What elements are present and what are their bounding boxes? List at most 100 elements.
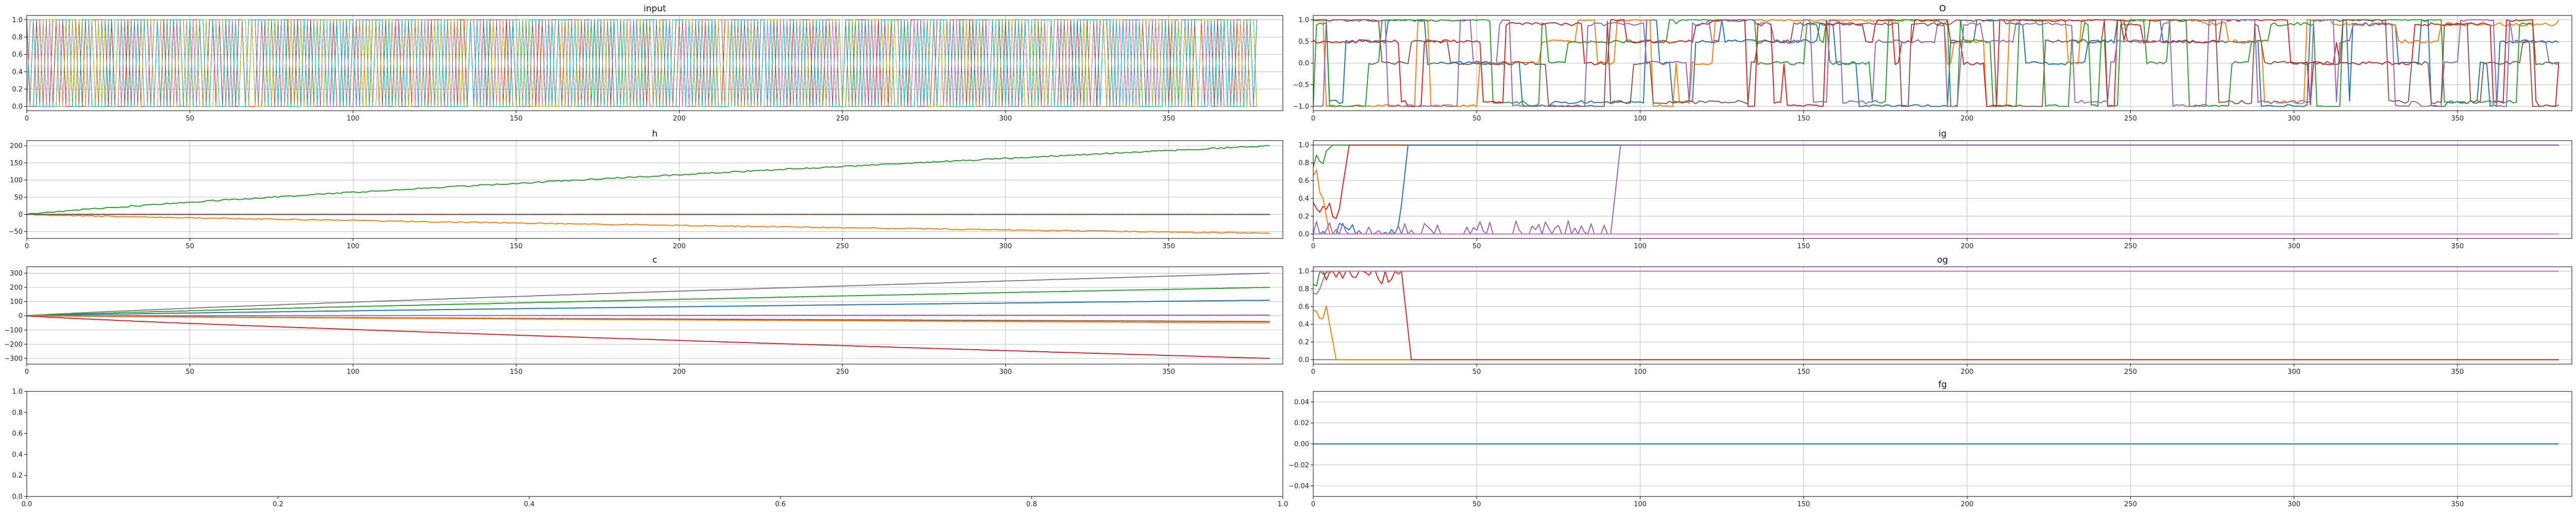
y-tick-label: 100 — [10, 177, 23, 184]
panel-fg: 0 50 100 150 200 250 300 350 −0.04 −0.02 0.00 0.02 0… — [1289, 380, 2572, 508]
series-line-0 — [1313, 19, 2560, 107]
panel-og: 0 50 100 150 200 250 300 350 0.0 0.2 0.4 0.6 0.8 1.0 o… — [1298, 255, 2572, 376]
y-tick-label: 0.5 — [1298, 38, 1309, 46]
series-line-5 — [27, 315, 1270, 323]
axes-frame — [26, 140, 1283, 239]
x-tick-label: 150 — [1797, 501, 1810, 508]
series-line-1 — [1313, 144, 2559, 167]
x-tick-label: 0 — [25, 368, 29, 376]
x-tick-label: 0.6 — [775, 501, 786, 508]
x-tick-label: 50 — [185, 243, 194, 250]
y-tick-label: 0.2 — [1298, 339, 1309, 347]
y-tick-label: 0.02 — [1294, 420, 1309, 427]
x-tick-label: 100 — [1634, 115, 1647, 123]
x-tick-label: 300 — [999, 115, 1012, 123]
x-tick-label: 250 — [836, 368, 849, 376]
y-tick-label: 0.2 — [12, 85, 23, 93]
series-line-2 — [1313, 305, 2559, 360]
y-tick-label: 0.6 — [12, 430, 23, 438]
series-line-5 — [1313, 144, 2559, 235]
x-tick-label: 50 — [1472, 243, 1481, 250]
y-tick-label: 300 — [10, 270, 23, 278]
x-tick-label: 150 — [1797, 368, 1810, 376]
panel-title: O — [1939, 4, 1946, 14]
series-line-1 — [27, 287, 1270, 317]
x-tick-label: 100 — [1634, 368, 1647, 376]
series-line-5 — [1313, 19, 2560, 107]
series-line-2 — [27, 299, 1270, 317]
y-tick-label: 0.4 — [12, 451, 23, 459]
x-tick-label: 50 — [185, 368, 194, 376]
axes-frame — [1313, 266, 2572, 365]
axes-frame — [1313, 140, 2572, 239]
axes-frame — [26, 15, 1283, 111]
y-tick-label: 0.4 — [1298, 321, 1309, 329]
y-tick-label: 200 — [10, 284, 23, 292]
x-tick-label: 350 — [1162, 115, 1175, 123]
x-tick-label: 100 — [1634, 501, 1647, 508]
x-tick-label: 350 — [2451, 368, 2464, 376]
y-tick-label: −50 — [9, 228, 23, 236]
panel-O: 0 50 100 150 200 250 300 350 −1.0 −0.5 0.0 0.5 1.0 O — [1293, 4, 2572, 123]
y-tick-label: 1.0 — [1298, 16, 1309, 24]
y-tick-label: 0.6 — [1298, 177, 1309, 185]
y-tick-label: 1.0 — [1298, 268, 1309, 276]
x-tick-label: 300 — [2287, 115, 2300, 123]
x-tick-label: 300 — [2287, 368, 2300, 376]
x-tick-label: 50 — [1472, 368, 1481, 376]
x-tick-label: 200 — [673, 368, 686, 376]
x-tick-label: 0 — [25, 115, 29, 123]
x-tick-label: 250 — [836, 115, 849, 123]
panel-title: fg — [1938, 380, 1947, 390]
x-tick-label: 100 — [347, 115, 360, 123]
x-tick-label: 150 — [510, 243, 522, 250]
series-line-4 — [1313, 169, 2559, 235]
y-tick-label: −200 — [4, 341, 23, 349]
x-tick-label: 50 — [1472, 115, 1481, 123]
y-tick-label: 0.0 — [1298, 231, 1309, 238]
x-tick-label: 200 — [1961, 115, 1974, 123]
x-tick-label: 350 — [1162, 368, 1175, 376]
series-line-4 — [1313, 19, 2559, 107]
panel-c: 0 50 100 150 200 250 300 350 −300 −200 −100 0 100 200… — [4, 255, 1283, 376]
x-tick-label: 1.0 — [1278, 501, 1289, 508]
series-line-4 — [27, 315, 1270, 322]
x-tick-label: 350 — [2451, 115, 2464, 123]
y-tick-label: 1.0 — [1298, 142, 1309, 149]
y-tick-label: 0.0 — [1298, 356, 1309, 364]
panel-empty: 0.0 0.2 0.4 0.6 0.8 1.0 0.0 0.2 0.4 0.6 0.8 1.0 — [12, 388, 1288, 509]
y-tick-label: 0.04 — [1294, 399, 1309, 406]
x-tick-label: 300 — [2287, 243, 2300, 250]
x-tick-label: 0 — [1311, 115, 1315, 123]
series-line-2 — [1313, 144, 2559, 219]
panel-title: c — [652, 255, 657, 265]
x-tick-label: 0 — [1311, 368, 1315, 376]
y-tick-label: 0.0 — [12, 103, 23, 111]
x-tick-label: 300 — [999, 368, 1012, 376]
axes-frame — [26, 266, 1283, 365]
x-tick-label: 200 — [673, 243, 686, 250]
x-tick-label: 150 — [510, 115, 522, 123]
x-tick-label: 200 — [673, 115, 686, 123]
x-tick-label: 250 — [836, 243, 849, 250]
y-tick-label: −0.5 — [1293, 81, 1309, 89]
x-tick-label: 100 — [347, 243, 360, 250]
y-tick-label: −100 — [4, 327, 23, 334]
x-tick-label: 100 — [347, 368, 360, 376]
panel-input: 0 50 100 150 200 250 300 350 0.0 0.2 0.4 0.6 0.8 1.0 i… — [12, 4, 1283, 123]
y-tick-label: −1.0 — [1293, 103, 1309, 111]
y-tick-label: 0.0 — [12, 493, 23, 501]
y-tick-label: −300 — [4, 355, 23, 363]
series-line-9 — [27, 19, 1257, 107]
series-line-1 — [1313, 270, 2559, 287]
y-tick-label: 1.0 — [12, 388, 23, 396]
x-tick-label: 0.2 — [273, 501, 283, 508]
x-tick-label: 250 — [2124, 501, 2137, 508]
y-tick-label: 0.2 — [1298, 213, 1309, 220]
panel-title: input — [643, 4, 666, 14]
y-tick-label: 0.6 — [12, 51, 23, 59]
x-tick-label: 200 — [1961, 368, 1974, 376]
x-tick-label: 200 — [1961, 501, 1974, 508]
x-tick-label: 350 — [1162, 243, 1175, 250]
